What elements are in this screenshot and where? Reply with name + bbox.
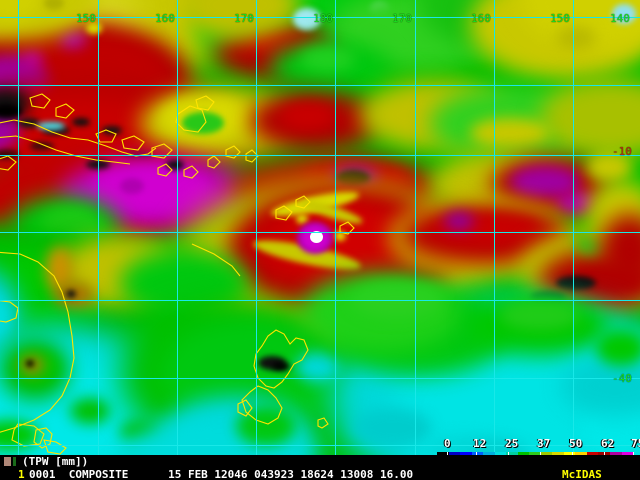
geographic-grid bbox=[0, 0, 640, 458]
lat-label: -40 bbox=[612, 372, 632, 385]
legend-color-swatch-2 bbox=[13, 457, 16, 466]
legend-title-bar: (TPW [mm]) bbox=[0, 455, 640, 468]
colorbar-tick-label: 37 bbox=[537, 437, 551, 450]
lon-label: 170 bbox=[392, 12, 412, 25]
lon-label: 160 bbox=[155, 12, 175, 25]
mcidas-branding: McIDAS bbox=[562, 468, 602, 480]
colorbar-tick-label: 62 bbox=[601, 437, 615, 450]
lon-label: 150 bbox=[76, 12, 96, 25]
lon-label: 180 bbox=[313, 12, 333, 25]
colorbar-tick-label: 75 bbox=[631, 437, 640, 450]
colorbar-labels: 0 12 25 37 50 62 75 bbox=[430, 437, 640, 451]
satellite-raster bbox=[0, 0, 640, 458]
lat-label: -10 bbox=[612, 145, 632, 158]
colorbar-tick-label: 0 bbox=[444, 437, 451, 450]
legend-title: (TPW [mm]) bbox=[22, 455, 89, 468]
frame-number: 1 bbox=[18, 468, 25, 480]
lon-label: 160 bbox=[471, 12, 491, 25]
status-line: 0001 COMPOSITE 15 FEB 12046 043923 18624… bbox=[29, 468, 414, 480]
lon-label: 150 bbox=[550, 12, 570, 25]
status-bar: 1 0001 COMPOSITE 15 FEB 12046 043923 186… bbox=[0, 467, 640, 480]
lon-label: 140 bbox=[610, 12, 630, 25]
colorbar-tick-label: 12 bbox=[473, 437, 487, 450]
lon-label: 170 bbox=[234, 12, 254, 25]
colorbar-tick-label: 25 bbox=[505, 437, 519, 450]
legend-color-swatch bbox=[4, 457, 11, 466]
colorbar-tick-label: 50 bbox=[569, 437, 583, 450]
